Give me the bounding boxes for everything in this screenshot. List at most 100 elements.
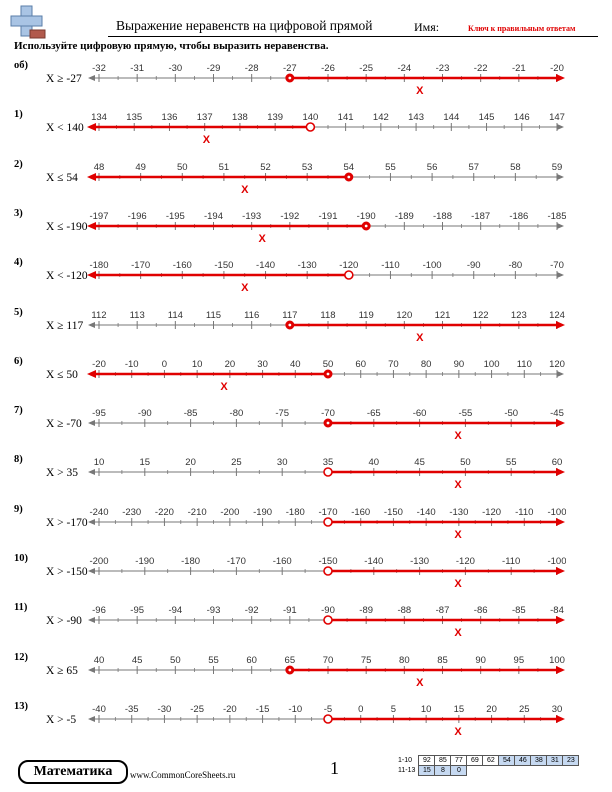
problem-number: 8) (14, 454, 23, 466)
closed-point-center (326, 372, 330, 376)
tick-label: 25 (231, 457, 242, 468)
tick-label: -140 (417, 507, 436, 518)
left-arrow-icon (88, 420, 95, 427)
problem-row: 12) X ≥ 65 40 45 50 55 60 65 70 75 80 85 90 95 100 X (0, 652, 612, 702)
x-mark: X (454, 726, 462, 738)
tick-label: -130 (410, 556, 429, 567)
tick-label: 114 (168, 310, 183, 321)
tick-label: -94 (168, 605, 182, 616)
number-line: -40 -35 -30 -25 -20 -15 -10 -5 0 5 10 15 20 25 30 X (88, 704, 565, 738)
solution-arrow-icon (556, 320, 565, 329)
tick-label: -40 (92, 704, 106, 715)
tick-label: 110 (517, 359, 532, 370)
tick-label: 20 (225, 359, 236, 370)
score-row: 11-13 15 8 0 (396, 765, 579, 776)
tick-label: -95 (92, 408, 106, 419)
tick-label: 124 (549, 310, 565, 321)
left-arrow-icon (88, 617, 95, 624)
tick-label: -24 (397, 63, 411, 74)
problem-row: 3) X ≤ -190 -197 -196 -195 -194 -193 -192 -191 -1… (0, 208, 612, 258)
tick-label: 15 (140, 457, 151, 468)
tick-label: 10 (94, 457, 105, 468)
tick-label: -65 (367, 408, 381, 419)
tick-label: -170 (131, 260, 150, 271)
right-arrow-icon (557, 272, 564, 279)
closed-point-center (288, 76, 292, 80)
number-line: 134 135 136 137 138 139 140 141 142 143 144 145 146 1… (87, 112, 565, 146)
tick-label: -30 (158, 704, 172, 715)
tick-label: -93 (207, 605, 221, 616)
tick-label: 65 (285, 655, 296, 666)
tick-label: -110 (502, 556, 520, 567)
tick-label: -150 (214, 260, 233, 271)
tick-label: -87 (436, 605, 450, 616)
tick-label: 143 (408, 112, 424, 123)
tick-label: -21 (512, 63, 526, 74)
tick-label: -15 (256, 704, 270, 715)
problem-number: 6) (14, 355, 23, 367)
tick-label: 25 (519, 704, 530, 715)
number-line: -20 -10 0 10 20 30 40 50 60 70 80 90 100 110 120 X (87, 359, 565, 393)
score-cell: 46 (514, 755, 532, 766)
tick-label: 52 (260, 162, 271, 173)
number-line: -200 -190 -180 -170 -160 -150 -140 -130 -120 -110… (88, 556, 566, 590)
tick-label: 40 (94, 655, 105, 666)
x-mark: X (416, 332, 424, 344)
tick-label: 5 (391, 704, 396, 715)
tick-label: 60 (552, 457, 563, 468)
tick-label: -120 (339, 260, 358, 271)
tick-label: 50 (177, 162, 188, 173)
inequality-text: X ≥ 65 (46, 664, 78, 677)
right-arrow-icon (557, 124, 564, 131)
x-mark: X (454, 627, 462, 639)
tick-label: 40 (369, 457, 380, 468)
tick-label: -29 (207, 63, 221, 74)
problem-row: 7) X ≥ -70 -95 -90 -85 -80 -75 -70 -65 -60 -55 -50-… (0, 405, 612, 455)
tick-label: 120 (396, 310, 412, 321)
tick-label: 138 (232, 112, 248, 123)
problem-row: 1) X < 140 134 135 136 137 138 139 140 141 142 143 1… (0, 109, 612, 159)
tick-label: 139 (267, 112, 283, 123)
tick-label: -130 (449, 507, 468, 518)
score-cell: 8 (434, 765, 452, 776)
score-cell: 31 (546, 755, 564, 766)
tick-label: 85 (437, 655, 448, 666)
number-line: -240 -230 -220 -210 -200 -190 -180 -170 -160 -150… (88, 507, 566, 541)
tick-label: -27 (283, 63, 297, 74)
tick-label: -194 (204, 211, 223, 222)
solution-arrow-icon (556, 714, 565, 723)
tick-label: -170 (318, 507, 337, 518)
tick-label: -180 (286, 507, 305, 518)
solution-arrow-icon (556, 517, 565, 526)
problem-number: 7) (14, 405, 23, 417)
problem-number: 5) (14, 306, 23, 318)
tick-label: -230 (122, 507, 141, 518)
solution-arrow-icon (556, 74, 565, 82)
left-arrow-icon (88, 666, 95, 673)
tick-label: -45 (550, 408, 564, 419)
tick-label: 100 (549, 655, 565, 666)
solution-arrow-icon (556, 468, 565, 477)
problem-row: 13) X > -5 -40 -35 -30 -25 -20 -15 -10 -5 0 5 10 15 20… (0, 701, 612, 751)
number-line: -180 -170 -160 -150 -140 -130 -120 -110 -100 -90 -… (87, 260, 564, 294)
tick-label: -35 (125, 704, 139, 715)
x-mark: X (203, 134, 211, 146)
x-mark: X (241, 282, 249, 294)
inequality-text: X ≤ -190 (46, 220, 88, 233)
tick-label: -180 (89, 260, 108, 271)
score-range-label: 1-10 (398, 757, 413, 764)
tick-label: -197 (89, 211, 108, 222)
closed-point-center (347, 175, 351, 178)
inequality-text: X > -150 (46, 566, 88, 578)
score-cell: 0 (450, 765, 468, 776)
tick-label: 95 (514, 655, 525, 666)
tick-label: -28 (245, 63, 259, 74)
tick-label: -110 (381, 260, 399, 271)
tick-label: 135 (126, 112, 142, 123)
tick-label: 137 (197, 112, 213, 123)
tick-label: -160 (173, 260, 192, 271)
tick-label: -188 (433, 211, 452, 222)
solution-arrow-icon (87, 123, 96, 132)
solution-arrow-icon (556, 567, 565, 575)
tick-label: -187 (471, 211, 490, 222)
